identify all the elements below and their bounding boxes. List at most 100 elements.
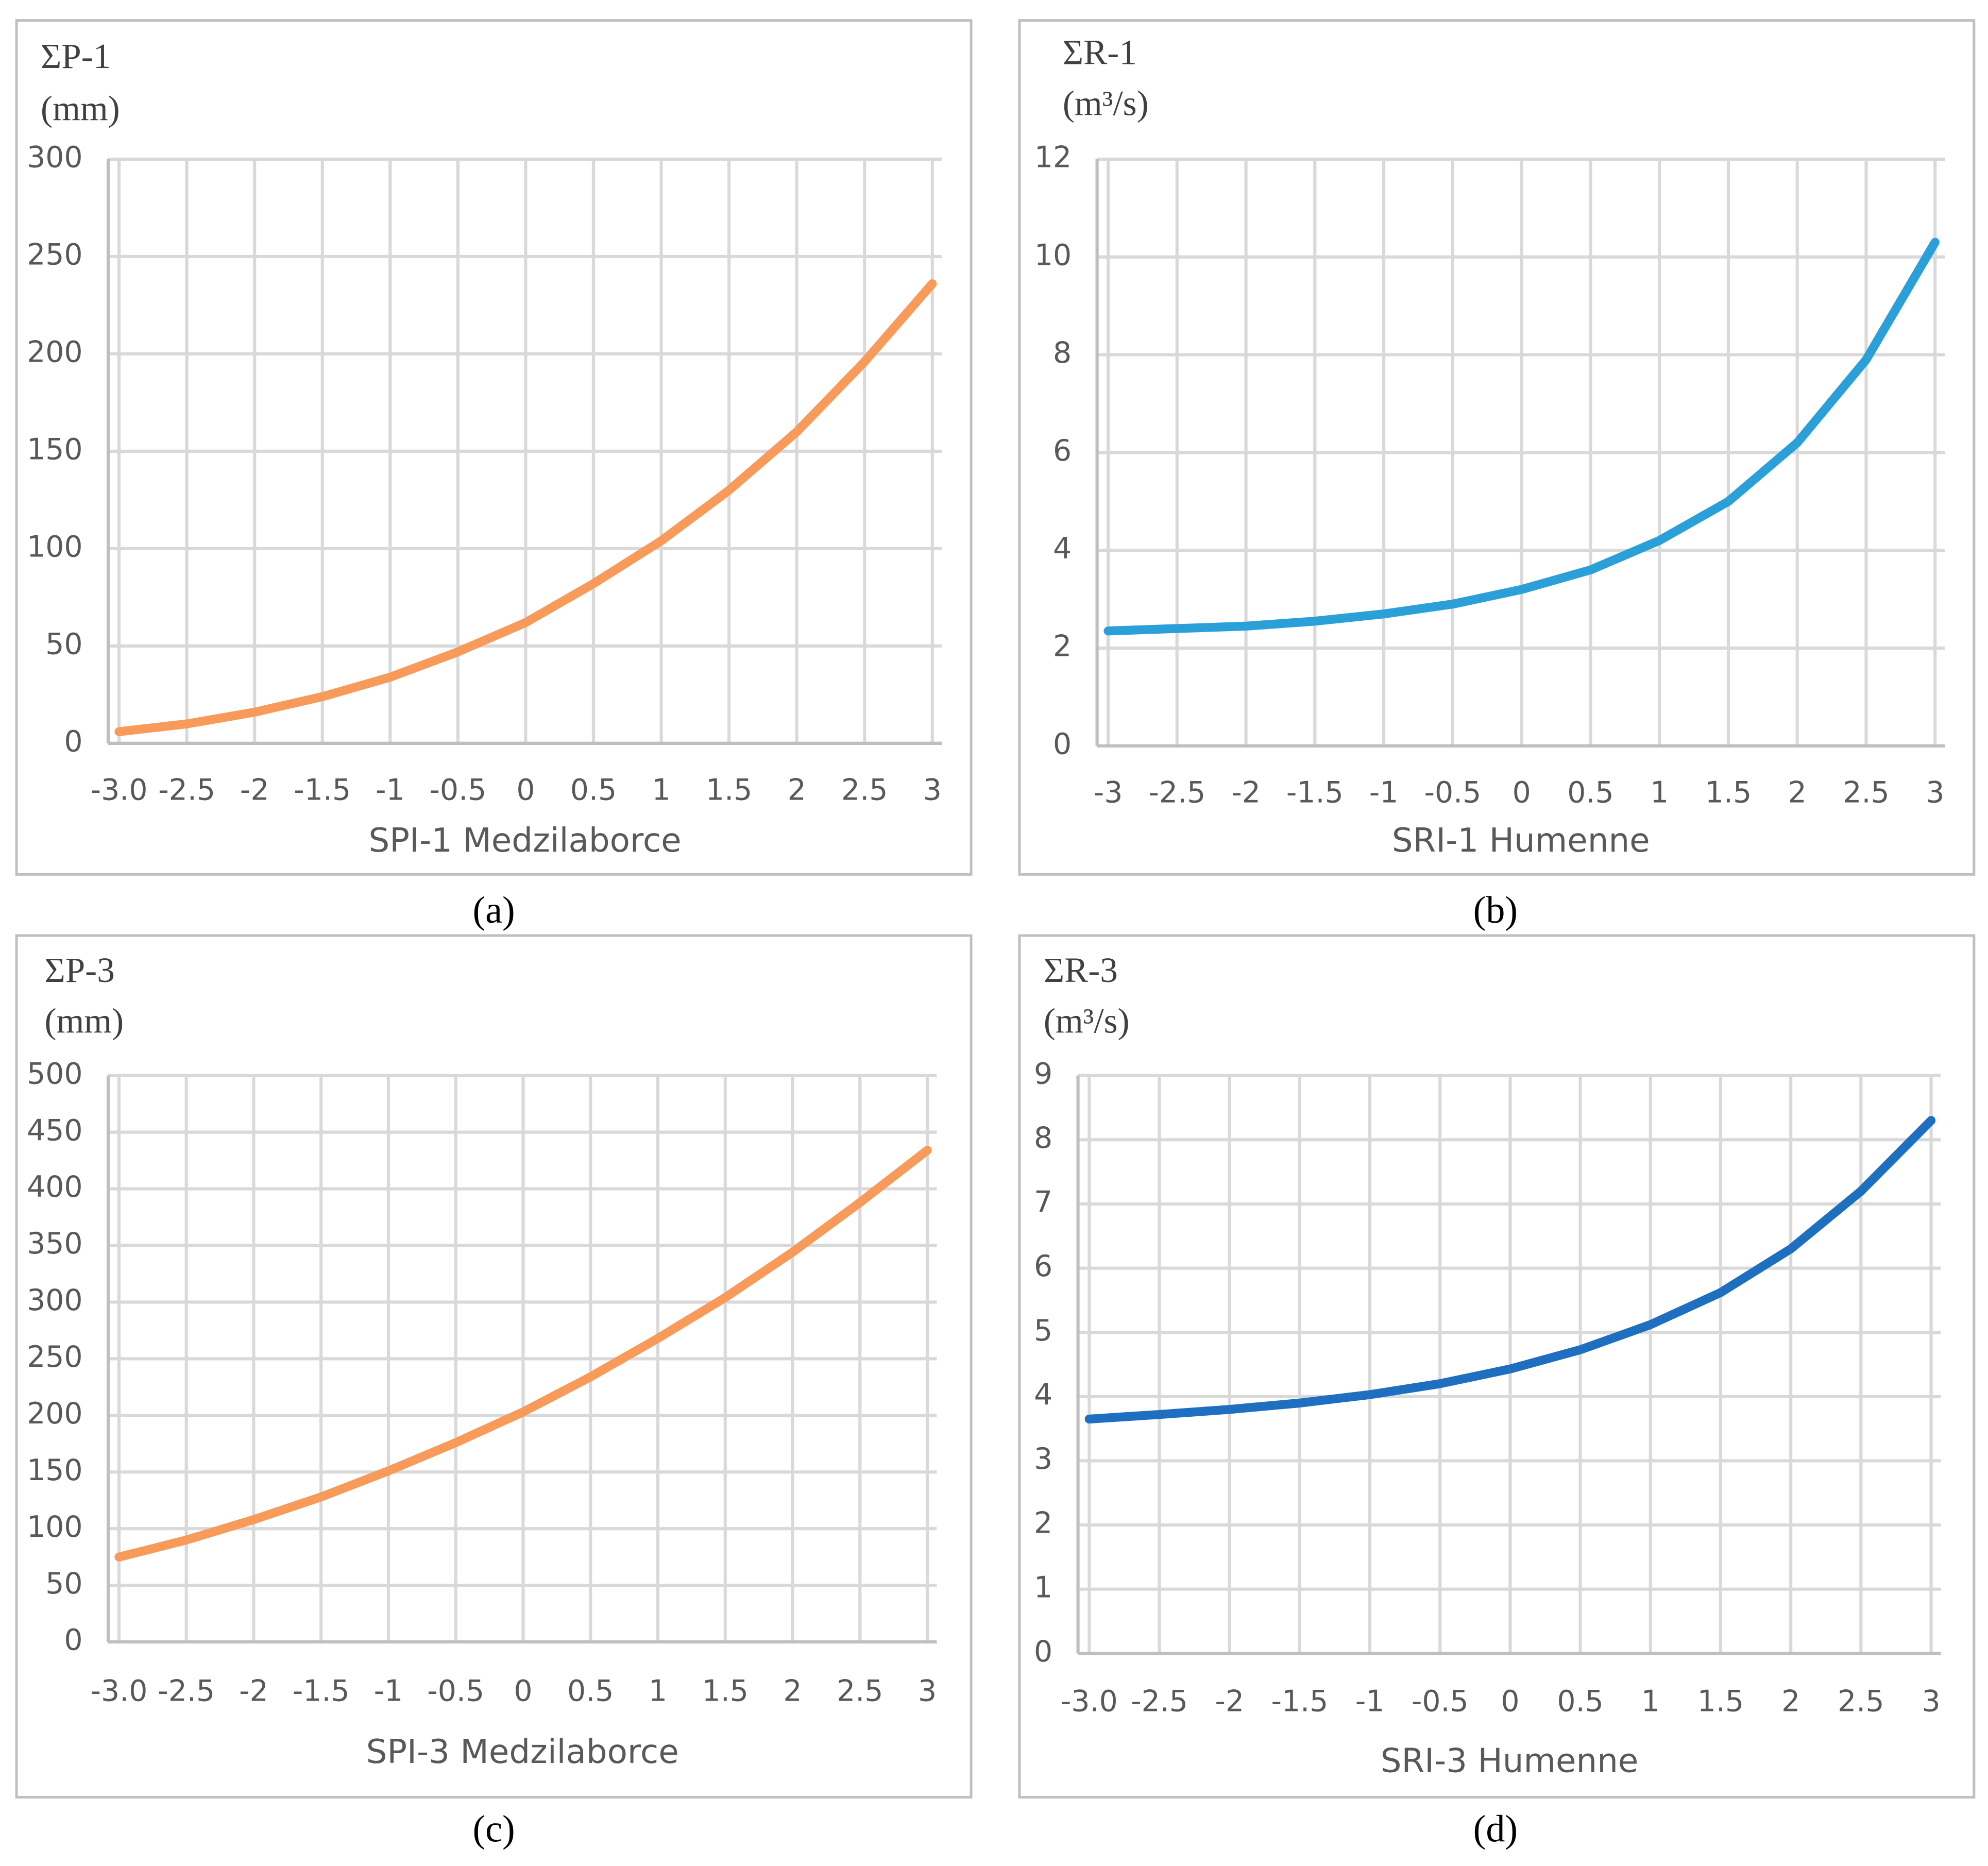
x-tick-label: 1 bbox=[1641, 1684, 1660, 1718]
y-tick-label: 0 bbox=[64, 725, 82, 759]
y-tick-label: 350 bbox=[27, 1227, 82, 1261]
y-tick-label: 2 bbox=[1034, 1506, 1052, 1540]
x-tick-label: -1.5 bbox=[294, 773, 351, 807]
data-line bbox=[114, 279, 937, 736]
y-tick-label: 150 bbox=[27, 1453, 82, 1487]
x-tick-label: 0 bbox=[516, 773, 535, 807]
y-axis-title: (m³/s) bbox=[1044, 1001, 1130, 1041]
x-tick-label: 2.5 bbox=[841, 773, 888, 807]
x-tick-label: -0.5 bbox=[1412, 1684, 1469, 1718]
y-tick-label: 300 bbox=[27, 141, 82, 175]
x-axis-title: SPI-1 Medzilaborce bbox=[369, 821, 682, 860]
y-tick-label: 6 bbox=[1053, 434, 1072, 468]
x-tick-label: 2 bbox=[1781, 1684, 1800, 1718]
y-tick-label: 2 bbox=[1053, 630, 1072, 664]
x-tick-label: 1.5 bbox=[702, 1674, 749, 1708]
x-tick-label: -2 bbox=[1231, 775, 1261, 809]
x-tick-label: 3 bbox=[1926, 775, 1944, 809]
panel-label: (c) bbox=[472, 1808, 515, 1851]
data-line bbox=[1103, 238, 1940, 636]
panel-frame bbox=[1018, 19, 1976, 876]
x-tick-label: 0.5 bbox=[1557, 1684, 1603, 1718]
x-tick-label: 2.5 bbox=[1838, 1684, 1884, 1718]
x-tick-label: 3 bbox=[923, 773, 942, 807]
y-tick-label: 300 bbox=[27, 1283, 82, 1317]
x-tick-label: 0 bbox=[1501, 1684, 1519, 1718]
x-tick-label: -1.5 bbox=[293, 1674, 350, 1708]
y-axis-title: (mm) bbox=[44, 1001, 124, 1041]
x-tick-label: 1 bbox=[1650, 775, 1669, 809]
y-axis-title: ΣP-3 bbox=[44, 950, 114, 990]
y-tick-label: 450 bbox=[27, 1113, 82, 1147]
data-line bbox=[1084, 1116, 1936, 1424]
panel-frame bbox=[1018, 934, 1976, 1799]
x-tick-label: -3.0 bbox=[1061, 1684, 1118, 1718]
y-axis-title: ΣP-1 bbox=[41, 36, 111, 76]
y-tick-label: 0 bbox=[1053, 727, 1072, 761]
y-tick-label: 10 bbox=[1034, 238, 1072, 272]
y-tick-label: 150 bbox=[27, 433, 82, 467]
y-tick-label: 0 bbox=[1034, 1635, 1052, 1669]
x-tick-label: -2 bbox=[240, 773, 269, 807]
y-tick-label: 9 bbox=[1034, 1057, 1052, 1091]
y-tick-label: 6 bbox=[1034, 1249, 1052, 1283]
y-tick-label: 100 bbox=[27, 1510, 82, 1544]
x-tick-label: 3 bbox=[918, 1674, 937, 1708]
x-axis-title: SRI-3 Humenne bbox=[1381, 1741, 1639, 1780]
y-tick-label: 200 bbox=[27, 1397, 82, 1431]
x-tick-label: 1.5 bbox=[1705, 775, 1752, 809]
x-tick-label: -1 bbox=[376, 773, 405, 807]
y-tick-label: 50 bbox=[45, 627, 82, 661]
x-axis-title: SRI-1 Humenne bbox=[1392, 821, 1650, 860]
x-tick-label: 0 bbox=[1513, 775, 1531, 809]
x-tick-label: -0.5 bbox=[1424, 775, 1481, 809]
x-tick-label: -0.5 bbox=[427, 1674, 484, 1708]
panel: 0 50 100 150 200 250 300 -3.0 -2.5 -2 -1.5 -1 -0.5 0 0… bbox=[15, 19, 973, 931]
x-tick-label: 2.5 bbox=[1843, 775, 1889, 809]
x-tick-label: 2 bbox=[783, 1674, 802, 1708]
x-tick-label: -2 bbox=[1215, 1684, 1244, 1718]
panel: 0 50 100 150 200 250 300 350 400 450 500 -3.0 -2.5 -2… bbox=[15, 934, 973, 1851]
x-tick-label: -0.5 bbox=[429, 773, 486, 807]
data-line bbox=[114, 1146, 932, 1562]
y-tick-label: 250 bbox=[27, 238, 82, 272]
y-tick-label: 500 bbox=[27, 1057, 82, 1091]
y-tick-label: 12 bbox=[1034, 141, 1072, 175]
x-tick-label: 1.5 bbox=[706, 773, 752, 807]
x-tick-label: -2 bbox=[239, 1674, 268, 1708]
x-tick-label: 2.5 bbox=[837, 1674, 883, 1708]
panel-frame bbox=[15, 934, 973, 1799]
x-tick-label: -1 bbox=[1355, 1684, 1385, 1718]
y-axis-title: (mm) bbox=[41, 88, 120, 128]
x-tick-label: -2.5 bbox=[1131, 1684, 1188, 1718]
x-tick-label: -1.5 bbox=[1271, 1684, 1328, 1718]
x-tick-label: -1.5 bbox=[1286, 775, 1344, 809]
y-axis-title: ΣR-1 bbox=[1063, 32, 1137, 72]
panel: 0 1 2 3 4 5 6 7 8 9 -3.0 -2.5 -2 -1.5 -1 -0.5 0 0.5 1 1.5 2 2… bbox=[1018, 934, 1976, 1851]
x-tick-label: 0.5 bbox=[570, 773, 617, 807]
x-tick-label: 3 bbox=[1922, 1684, 1940, 1718]
y-tick-label: 3 bbox=[1034, 1442, 1052, 1476]
x-tick-label: -1 bbox=[374, 1674, 403, 1708]
x-tick-label: 2 bbox=[788, 773, 806, 807]
y-tick-label: 200 bbox=[27, 335, 82, 369]
x-tick-label: -2.5 bbox=[158, 1674, 215, 1708]
x-tick-label: -1 bbox=[1369, 775, 1399, 809]
y-tick-label: 250 bbox=[27, 1340, 82, 1374]
y-axis-title: (m³/s) bbox=[1063, 83, 1149, 123]
y-tick-label: 4 bbox=[1034, 1378, 1052, 1412]
panel-label: (b) bbox=[1473, 889, 1518, 931]
y-tick-label: 7 bbox=[1034, 1185, 1052, 1219]
x-tick-label: 0.5 bbox=[1567, 775, 1613, 809]
x-tick-label: 0 bbox=[514, 1674, 532, 1708]
y-axis-title: ΣR-3 bbox=[1044, 950, 1118, 990]
x-tick-label: 1 bbox=[652, 773, 670, 807]
x-tick-label: -3.0 bbox=[90, 1674, 147, 1708]
panel-label: (d) bbox=[1473, 1808, 1518, 1851]
y-tick-label: 4 bbox=[1053, 532, 1072, 566]
y-tick-label: 8 bbox=[1053, 336, 1072, 370]
panel-frame bbox=[15, 19, 973, 876]
x-tick-label: -2.5 bbox=[158, 773, 215, 807]
x-tick-label: 1.5 bbox=[1697, 1684, 1744, 1718]
